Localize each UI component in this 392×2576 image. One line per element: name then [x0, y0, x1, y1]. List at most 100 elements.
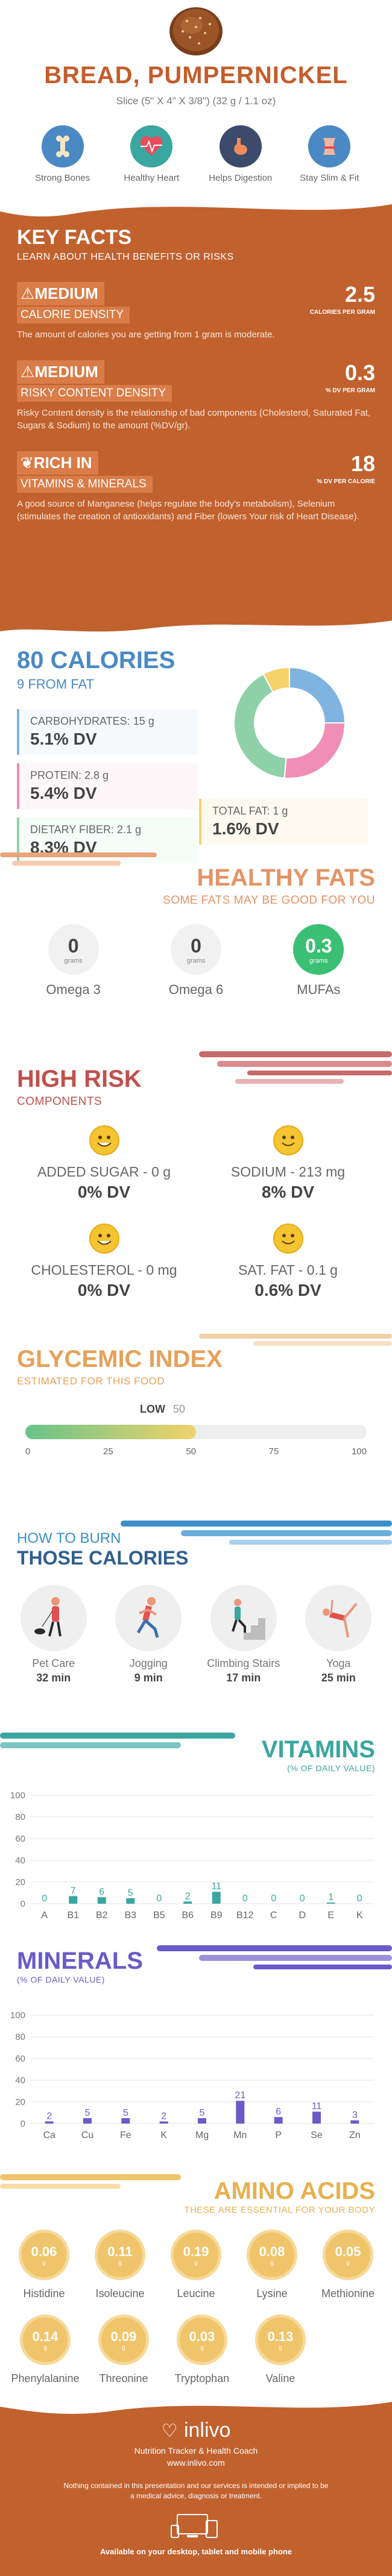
amino-circle: 0.06 g — [19, 2230, 69, 2280]
amino-unit: g — [194, 2259, 198, 2266]
risk-added-sugar: ADDED SUGAR - 0 g 0% DV — [17, 1116, 192, 1202]
bar-b1 — [69, 1896, 78, 1904]
amino-methionine: 0.05 g Methionine — [312, 2230, 384, 2300]
x-tick-label: Ca — [43, 2130, 55, 2140]
amino-name: Lysine — [256, 2287, 288, 2299]
key-facts-subtitle: LEARN ABOUT HEALTH BENEFITS OR RISKS — [17, 252, 234, 262]
amino-unit: g — [122, 2344, 125, 2351]
amino-value: 0.11 — [107, 2243, 133, 2259]
benefit-label: Helps Digestion — [209, 173, 273, 183]
y-tick-label: 80 — [15, 1812, 25, 1822]
bar-value-label: 2 — [161, 2111, 166, 2121]
amino-circle: 0.09 g — [98, 2315, 149, 2365]
fat-mufas: 0.3 grams MUFAs — [267, 924, 370, 998]
fact-level: ⚠MEDIUM — [17, 360, 104, 384]
footer-url[interactable]: www.inlivo.com — [167, 2458, 225, 2468]
healthy-fats-section: HEALTHY FATS SOME FATS MAY BE GOOD FOR Y… — [0, 846, 392, 1045]
bar-se — [312, 2112, 321, 2124]
benefit-healthy-heart: Healthy Heart — [115, 125, 188, 184]
x-tick-label: K — [356, 1910, 363, 1921]
donut-slice-dietary-fiber — [233, 673, 287, 779]
leaf-icon: ❦ — [21, 454, 34, 472]
fact-category: RISKY CONTENT DENSITY — [17, 385, 172, 402]
glycemic-fill — [25, 1425, 196, 1439]
bar-value-label: 0 — [271, 1893, 276, 1904]
bar-value-label: 0 — [42, 1893, 47, 1904]
y-tick-label: 60 — [15, 2054, 25, 2064]
x-tick-label: Mg — [195, 2130, 209, 2140]
fat-name: Omega 6 — [168, 982, 224, 997]
key-facts-section: KEY FACTS LEARN ABOUT HEALTH BENEFITS OR… — [0, 196, 392, 639]
fact-text: A good source of Manganese (helps regula… — [17, 499, 359, 522]
decor-stripes — [0, 1733, 235, 1748]
smiley-icon — [273, 1224, 303, 1254]
amino-threonine: 0.09 g Threonine — [87, 2315, 160, 2385]
amino-circle: 0.14 g — [20, 2315, 71, 2365]
stomach-icon — [219, 125, 262, 167]
x-tick-label: B9 — [210, 1910, 223, 1921]
x-tick-label: Fe — [120, 2130, 131, 2140]
amino-unit: g — [43, 2344, 47, 2351]
benefit-label: Healthy Heart — [124, 173, 180, 183]
fact-level: ⚠MEDIUM — [17, 282, 104, 305]
amino-circle: 0.19 g — [171, 2230, 221, 2280]
bar-ca — [45, 2121, 54, 2124]
decor-stripes — [199, 1334, 392, 1346]
x-tick-label: K — [160, 2130, 167, 2140]
benefit-label: Strong Bones — [35, 173, 90, 183]
smiley-icon — [273, 1125, 303, 1155]
fat-circle: 0 grams — [170, 924, 221, 975]
burn-time: 9 min — [134, 1672, 163, 1684]
y-tick-label: 40 — [15, 2075, 25, 2086]
amino-unit: g — [118, 2259, 122, 2266]
bar-b3 — [126, 1898, 135, 1904]
nutrient-protein: PROTEIN: 2.8 g 5.4% DV — [17, 763, 198, 809]
smiley-icon — [89, 1224, 119, 1254]
glycemic-scale: LOW 50 0 25 50 75 100 — [25, 1403, 367, 1463]
amino-unit: g — [42, 2259, 46, 2266]
bar-value-label: 1 — [328, 1892, 334, 1902]
donut-slice-protein — [283, 722, 346, 779]
fat-value: 0 — [191, 934, 201, 957]
fact-value-box: 0.3 % DV PER GRAM — [326, 361, 375, 395]
fact-level: ❦RICH IN — [17, 451, 98, 475]
fact-text: The amount of calories you are getting f… — [17, 330, 275, 340]
fat-omega3: 0 grams Omega 3 — [22, 924, 125, 998]
nutrient-dv: 5.1% DV — [30, 730, 97, 748]
calories-title: 80 CALORIES — [17, 647, 175, 674]
gi-tick: 100 — [351, 1446, 367, 1457]
y-tick-label: 40 — [15, 1855, 25, 1866]
amino-circle: 0.08 g — [247, 2230, 297, 2280]
fact-calorie-density: ⚠MEDIUM CALORIE DENSITY 2.5 CALORIES PER … — [0, 274, 392, 352]
fact-risky-content: ⚠MEDIUM RISKY CONTENT DENSITY 0.3 % DV PE… — [0, 352, 392, 443]
decor-stripes — [199, 1051, 392, 1084]
gi-tick: 25 — [103, 1446, 113, 1457]
y-tick-label: 20 — [15, 2097, 25, 2107]
risk-grid: ADDED SUGAR - 0 g 0% DV SODIUM - 213 mg … — [0, 1108, 392, 1300]
nutrient-carbs: CARBOHYDRATES: 15 g 5.1% DV — [17, 709, 198, 755]
bar-cu — [83, 2118, 92, 2124]
amino-subtitle: THESE ARE ESSENTIAL FOR YOUR BODY — [184, 2205, 375, 2215]
y-tick-label: 0 — [21, 2119, 25, 2129]
amino-unit: g — [346, 2259, 350, 2266]
high-risk-title: HIGH RISK — [17, 1066, 142, 1092]
heart-icon — [130, 125, 173, 167]
fact-value-box: 2.5 CALORIES PER GRAM — [310, 283, 375, 317]
nutrient-dv: 5.4% DV — [30, 784, 97, 802]
donut-slice-carbohydrates — [289, 666, 346, 724]
fats-row: 0 grams Omega 3 0 grams Omega 6 0.3 grams M… — [0, 907, 392, 998]
amino-name: Phenylalanine — [11, 2372, 80, 2384]
bar-fe — [121, 2118, 130, 2124]
x-tick-label: B12 — [236, 1910, 254, 1921]
burn-time: 17 min — [226, 1672, 261, 1684]
gi-tick: 0 — [25, 1446, 31, 1457]
amino-unit: g — [279, 2344, 282, 2351]
calories-donut-chart — [233, 666, 346, 779]
amino-name: Valine — [265, 2372, 296, 2384]
amino-circle: 0.13 g — [255, 2315, 306, 2365]
risk-label: ADDED SUGAR - 0 g — [37, 1164, 171, 1180]
y-tick-label: 60 — [15, 1834, 25, 1844]
amino-isoleucine: 0.11 g Isoleucine — [84, 2230, 156, 2300]
amino-title: AMINO ACIDS — [213, 2178, 375, 2204]
stairs-icon — [210, 1585, 277, 1651]
